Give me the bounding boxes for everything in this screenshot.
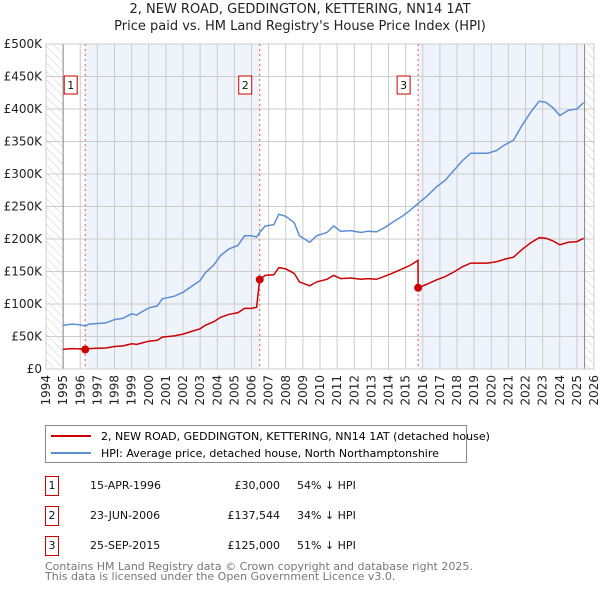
x-tick-label: 2012 (347, 375, 361, 406)
chart-title-line2: Price paid vs. HM Land Registry's House … (114, 19, 486, 34)
y-tick-label: £0 (27, 362, 42, 376)
footer-licence: This data is licensed under the Open Gov… (45, 570, 396, 583)
x-tick-label: 2014 (382, 375, 396, 406)
x-tick-label: 1996 (73, 375, 87, 406)
transaction-row: 2 23-JUN-2006 £137,544 34% ↓ HPI (45, 506, 465, 526)
x-tick-label: 2020 (484, 375, 498, 406)
y-tick-label: £300K (4, 167, 44, 181)
legend: 2, NEW ROAD, GEDDINGTON, KETTERING, NN14… (45, 425, 490, 463)
sale-price: £30,000 (234, 479, 281, 492)
footer-copyright: Contains HM Land Registry data © Crown c… (45, 560, 473, 573)
x-tick-label: 2015 (399, 375, 413, 406)
x-tick-label: 2002 (176, 375, 190, 406)
sale-point (81, 345, 90, 354)
x-tick-label: 2001 (159, 375, 173, 406)
x-tick-label: 2025 (570, 375, 584, 406)
y-tick-label: £200K (4, 232, 44, 246)
x-tick-label: 2023 (536, 375, 550, 406)
y-tick-label: £50K (11, 330, 43, 344)
x-tick-label: 2013 (364, 375, 378, 406)
sale-number-box (396, 75, 411, 95)
y-tick-label: £250K (4, 200, 44, 214)
sale-hpi-diff: 51% ↓ HPI (297, 539, 356, 552)
x-tick-label: 2026 (587, 375, 600, 406)
x-tick-label: 2004 (210, 375, 224, 406)
legend-swatch-red (51, 435, 91, 437)
x-tick-label: 2018 (450, 375, 464, 406)
x-tick-label: 2000 (142, 375, 156, 406)
sale-number-box (238, 75, 253, 95)
transaction-row: 1 15-APR-1996 £30,000 54% ↓ HPI (45, 476, 465, 496)
sale-price: £137,544 (227, 509, 281, 522)
transaction-row: 3 25-SEP-2015 £125,000 51% ↓ HPI (45, 536, 465, 556)
x-tick-label: 2017 (433, 375, 447, 406)
line-chart: £0 £50K £100K £150K £200K £250K £300K £350K £400… (4, 37, 600, 406)
sale-number-box (63, 75, 78, 95)
chart-title-line1: 2, NEW ROAD, GEDDINGTON, KETTERING, NN14… (129, 2, 471, 17)
sale-date: 15-APR-1996 (90, 479, 162, 492)
sale-number-badge: 1 (45, 476, 59, 496)
y-tick-label: £350K (4, 135, 44, 149)
x-tick-label: 1999 (125, 375, 139, 406)
sale-number-badge: 3 (45, 536, 59, 556)
x-tick-label: 2011 (330, 375, 344, 406)
legend-item-hpi: HPI: Average price, detached house, Nort… (46, 445, 439, 461)
legend-label: 2, NEW ROAD, GEDDINGTON, KETTERING, NN14… (101, 429, 490, 443)
y-tick-label: £500K (4, 37, 44, 51)
x-tick-label: 2006 (245, 375, 259, 406)
sale-point (414, 283, 423, 292)
x-tick-label: 2003 (193, 375, 207, 406)
sale-number-label: 1 (67, 79, 74, 92)
x-tick-label: 1998 (108, 375, 122, 406)
sale-point (255, 275, 264, 284)
sale-date: 23-JUN-2006 (90, 509, 161, 522)
x-tick-label: 2016 (416, 375, 430, 406)
sale-hpi-diff: 54% ↓ HPI (297, 479, 356, 492)
y-tick-label: £100K (4, 297, 44, 311)
x-tick-label: 2019 (467, 375, 481, 406)
sale-hpi-diff: 34% ↓ HPI (297, 509, 356, 522)
x-tick-label: 2008 (279, 375, 293, 406)
property-price-line (63, 236, 585, 351)
sale-price: £125,000 (227, 539, 281, 552)
legend-item-property: 2, NEW ROAD, GEDDINGTON, KETTERING, NN14… (46, 428, 490, 444)
y-tick-label: £400K (4, 102, 44, 116)
x-tick-label: 1994 (39, 375, 53, 406)
sale-date: 25-SEP-2015 (90, 539, 161, 552)
legend-swatch-blue (51, 452, 91, 454)
x-tick-label: 2007 (262, 375, 276, 406)
y-tick-label: £450K (4, 70, 44, 84)
sale-number-badge: 2 (45, 506, 59, 526)
x-tick-label: 2024 (553, 375, 567, 406)
x-tick-label: 2005 (227, 375, 241, 406)
legend-label: HPI: Average price, detached house, Nort… (101, 446, 439, 460)
hpi-line (62, 100, 585, 327)
x-tick-label: 2022 (519, 375, 533, 406)
x-tick-label: 1997 (90, 375, 104, 406)
x-tick-label: 2009 (296, 375, 310, 406)
x-tick-label: 2010 (313, 375, 327, 406)
y-tick-label: £150K (4, 265, 44, 279)
x-tick-label: 1995 (56, 375, 70, 406)
plot-frame (45, 43, 595, 370)
sale-number-label: 2 (242, 79, 249, 92)
sale-number-label: 3 (400, 79, 407, 92)
x-tick-label: 2021 (501, 375, 515, 406)
